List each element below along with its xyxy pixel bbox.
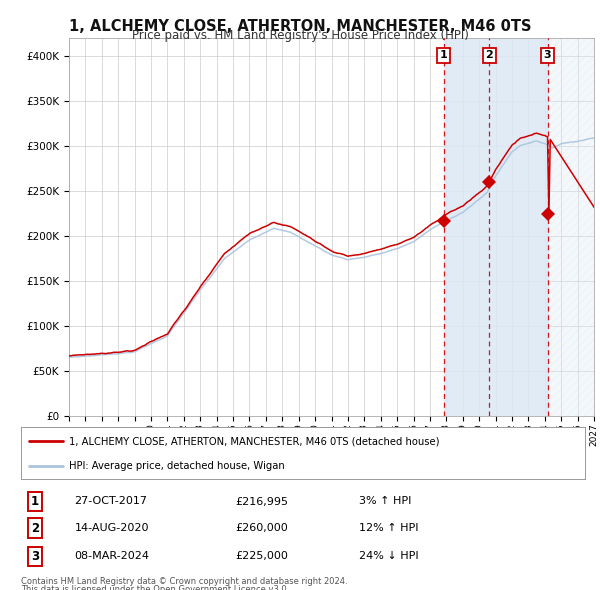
Text: 14-AUG-2020: 14-AUG-2020 <box>74 523 149 533</box>
Text: HPI: Average price, detached house, Wigan: HPI: Average price, detached house, Wiga… <box>69 461 284 471</box>
Text: 1: 1 <box>31 495 39 508</box>
Text: 2: 2 <box>31 522 39 535</box>
Text: £225,000: £225,000 <box>235 552 288 561</box>
Text: 3% ↑ HPI: 3% ↑ HPI <box>359 497 412 506</box>
Text: 3: 3 <box>544 50 551 60</box>
Text: 08-MAR-2024: 08-MAR-2024 <box>74 552 149 561</box>
Text: 24% ↓ HPI: 24% ↓ HPI <box>359 552 419 561</box>
Text: 3: 3 <box>31 550 39 563</box>
Text: This data is licensed under the Open Government Licence v3.0.: This data is licensed under the Open Gov… <box>21 585 289 590</box>
Text: 1: 1 <box>440 50 448 60</box>
Bar <box>443 38 548 416</box>
Text: £216,995: £216,995 <box>235 497 289 506</box>
Text: Price paid vs. HM Land Registry's House Price Index (HPI): Price paid vs. HM Land Registry's House … <box>131 30 469 42</box>
Text: £260,000: £260,000 <box>235 523 288 533</box>
Text: Contains HM Land Registry data © Crown copyright and database right 2024.: Contains HM Land Registry data © Crown c… <box>21 577 347 586</box>
Text: 1, ALCHEMY CLOSE, ATHERTON, MANCHESTER, M46 0TS (detached house): 1, ALCHEMY CLOSE, ATHERTON, MANCHESTER, … <box>69 436 439 446</box>
Text: 2: 2 <box>485 50 493 60</box>
Text: 27-OCT-2017: 27-OCT-2017 <box>74 497 148 506</box>
Bar <box>548 38 594 416</box>
Text: 12% ↑ HPI: 12% ↑ HPI <box>359 523 419 533</box>
Text: 1, ALCHEMY CLOSE, ATHERTON, MANCHESTER, M46 0TS: 1, ALCHEMY CLOSE, ATHERTON, MANCHESTER, … <box>69 19 531 34</box>
